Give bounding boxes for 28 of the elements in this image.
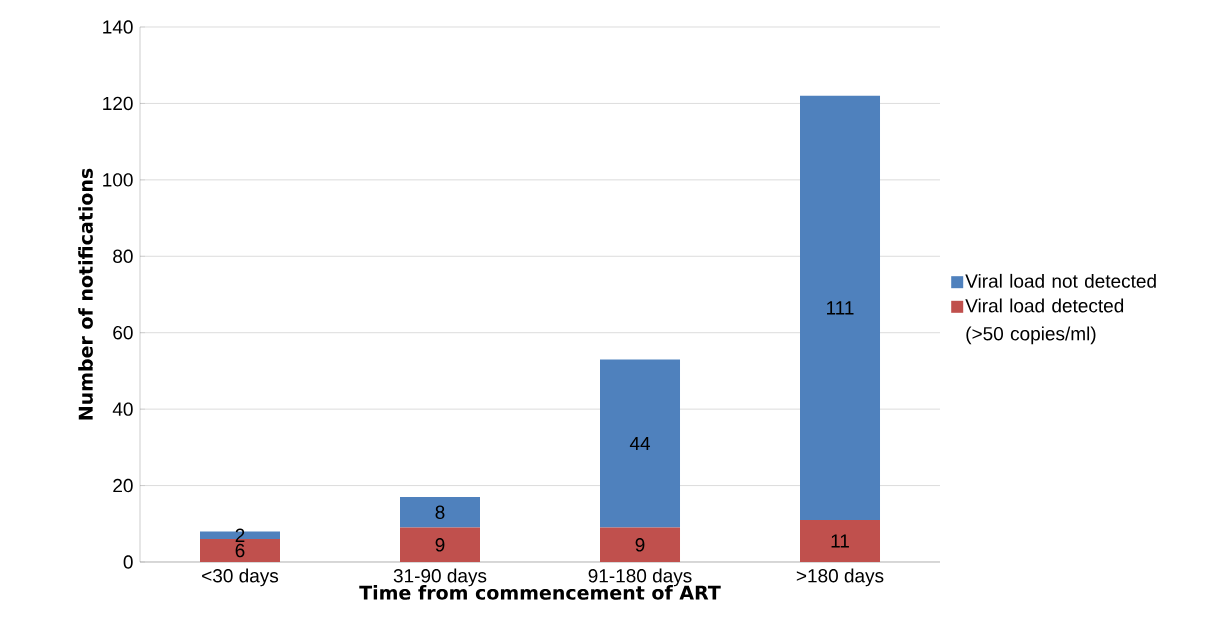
y-tick-label: 80 xyxy=(113,249,133,264)
data-label: 11 xyxy=(831,534,849,548)
bar xyxy=(400,497,480,528)
x-tick-label: >180 days xyxy=(796,568,884,587)
legend-label: Viral load detected (>50 copies/ml) xyxy=(965,298,1124,345)
bar xyxy=(600,359,681,528)
data-label: 111 xyxy=(827,301,854,315)
x-tick-label: <30 days xyxy=(202,568,279,587)
bar xyxy=(400,527,480,562)
data-label: 8 xyxy=(435,505,445,520)
legend-label: Viral load not detected xyxy=(965,273,1156,288)
y-tick-label: 0 xyxy=(123,555,133,569)
data-label: 6 xyxy=(235,543,245,558)
data-label: 9 xyxy=(635,538,645,552)
y-tick-label: 100 xyxy=(103,173,133,187)
bar xyxy=(600,527,681,562)
y-tick-label: 40 xyxy=(112,402,133,416)
data-label: 44 xyxy=(629,437,651,451)
x-tick-label: 91-180 days xyxy=(588,568,692,587)
bar xyxy=(800,519,881,562)
y-tick-label: 140 xyxy=(103,20,133,34)
y-axis-title: Number of notifications xyxy=(78,168,93,420)
data-label: 9 xyxy=(435,538,445,552)
y-tick-label: 120 xyxy=(103,96,133,111)
y-tick-label: 60 xyxy=(113,325,133,340)
bar xyxy=(800,95,881,520)
y-tick-label: 20 xyxy=(113,478,133,493)
data-label: 2 xyxy=(235,528,245,542)
